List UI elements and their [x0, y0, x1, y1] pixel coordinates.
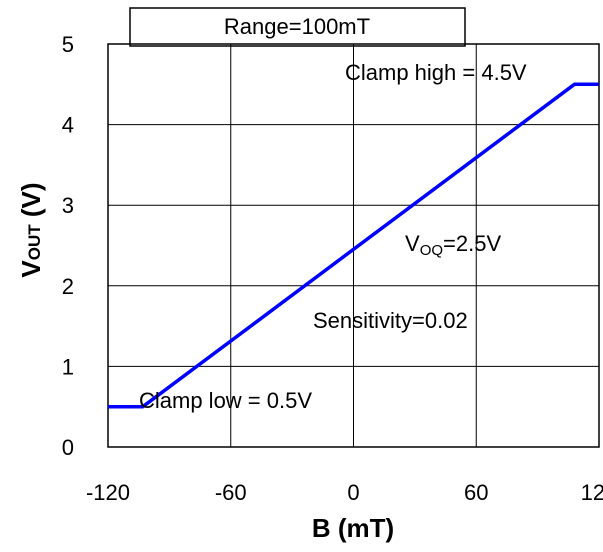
sensitivity-annotation: Sensitivity=0.02: [313, 308, 468, 333]
chart-title: Range=100mT: [224, 14, 370, 39]
x-tick-label: 120: [581, 480, 603, 505]
title-box: [129, 7, 466, 47]
y-axis-title-suffix: (V): [16, 182, 46, 224]
y-tick-label: 1: [62, 354, 74, 379]
clamp-low-annotation: Clamp low = 0.5V: [139, 388, 312, 413]
series: [108, 82, 599, 409]
y-tick-label: 4: [62, 113, 74, 138]
clamp-high-annotation: Clamp high = 4.5V: [345, 60, 527, 85]
x-tick-labels: -120 -60 0 60 120: [86, 480, 603, 505]
voq-main: V: [405, 231, 420, 256]
plot-frame: [107, 43, 600, 448]
grid: [108, 44, 599, 447]
y-tick-label: 0: [62, 435, 74, 460]
x-tick-label: 0: [347, 480, 359, 505]
y-axis-title: VOUT (V): [16, 182, 46, 277]
x-tick-label: 60: [464, 480, 488, 505]
y-tick-label: 2: [62, 274, 74, 299]
y-tick-label: 3: [62, 193, 74, 218]
x-tick-label: -120: [86, 480, 130, 505]
voq-sub: OQ: [420, 242, 443, 259]
y-tick-labels: 0 1 2 3 4 5: [62, 32, 74, 460]
y-axis-title-main: V: [16, 260, 46, 278]
y-axis-title-sub: OUT: [25, 224, 44, 261]
series-line: [108, 82, 599, 409]
x-axis-title: B (mT): [312, 513, 394, 543]
voq-annotation: VOQ=2.5V: [405, 231, 501, 259]
x-tick-label: -60: [215, 480, 247, 505]
y-tick-label: 5: [62, 32, 74, 57]
voq-value: =2.5V: [443, 231, 501, 256]
